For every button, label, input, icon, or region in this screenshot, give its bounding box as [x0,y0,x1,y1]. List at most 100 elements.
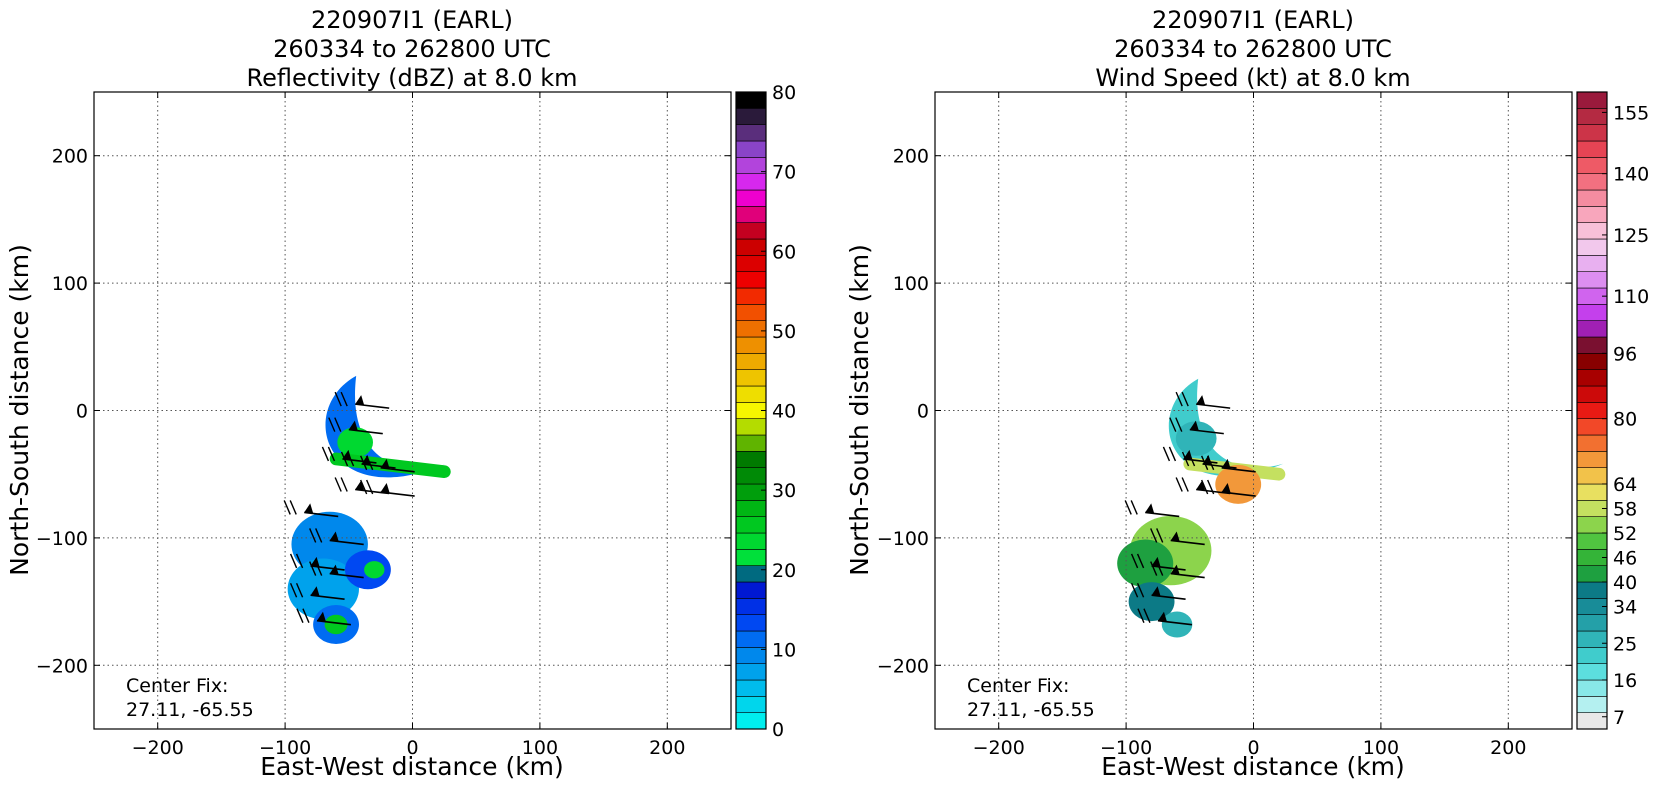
colorbar-segment [735,565,767,583]
colorbar-segment [1576,679,1608,697]
panel-wind-speed: 220907I1 (EARL) 260334 to 262800 UTC Win… [845,6,1649,781]
colorbar-tick-label: 46 [1613,548,1637,570]
wind-barb [1150,561,1205,579]
field-region-7 [1161,611,1193,638]
colorbar-segment [735,483,767,501]
colorbar-tick-label: 20 [772,560,796,582]
wind-barb [1201,455,1256,473]
x-tick-label: −200 [973,737,1025,759]
colorbar-segment [1576,614,1608,632]
colorbar-segment [735,369,767,387]
center-fix-value: 27.11, -65.55 [126,699,254,721]
y-tick-label: 200 [52,146,88,168]
panel-reflectivity: 220907I1 (EARL) 260334 to 262800 UTC Ref… [5,6,796,781]
colorbar-tick-label: 80 [772,82,796,104]
grid-lines [94,92,731,729]
colorbar-tick-label: 34 [1613,597,1637,619]
axis-ticks: −200 −100 0 100 200 −200 −100 0 100 200 [877,92,1572,759]
colorbar-segment [1576,696,1608,713]
colorbar-segment [735,679,767,697]
colorbar-segment [1576,91,1608,109]
wind-barb [1137,608,1193,626]
colorbar-tick-label: 52 [1613,523,1637,545]
wind-speed-field [1117,378,1286,638]
colorbar-segment [735,255,767,272]
wind-barb [328,417,383,435]
colorbar-tick-label: 58 [1613,499,1637,521]
y-tick-label: −100 [36,528,88,550]
colorbar-segment [735,320,767,338]
colorbar-segment [735,206,767,223]
center-fix-value: 27.11, -65.55 [967,699,1095,721]
colorbar-segment [1576,353,1608,370]
grid-lines [935,92,1572,729]
x-axis-label: East-West distance (km) [260,752,564,781]
colorbar-tick-label: 50 [772,321,796,343]
colorbar-segment [735,451,767,468]
colorbar-reflectivity: 0 10 20 30 40 50 60 70 80 [735,82,796,741]
colorbar-segment [735,173,767,191]
chart-title-line-3: Wind Speed (kt) at 8.0 km [1095,64,1410,92]
colorbar-segment [1576,157,1608,174]
colorbar-segment [735,222,767,240]
colorbar-segment [1576,320,1608,338]
x-tick-label: 0 [1247,737,1259,759]
wind-barb [309,561,364,579]
colorbar-segment [735,467,767,485]
colorbar-segment [735,696,767,713]
field-region-5 [1117,539,1174,588]
colorbar-tick-label: 16 [1613,670,1637,692]
axis-ticks: −200 −100 0 100 200 −200 −100 0 100 200 [36,92,731,759]
colorbar-segment [1576,647,1608,664]
x-tick-label: 100 [522,737,558,759]
x-tick-label: 100 [1363,737,1399,759]
y-tick-label: 0 [917,401,929,423]
colorbar-segment [735,581,767,599]
wind-barbs [1124,391,1256,626]
colorbar-tick-label: 125 [1613,225,1649,247]
chart-title-line-2: 260334 to 262800 UTC [273,35,551,63]
x-tick-label: 0 [406,737,418,759]
wind-barb [1150,528,1205,546]
colorbar-segment [1576,434,1608,452]
colorbar-segment [1576,663,1608,681]
wind-barb [1169,417,1224,435]
wind-barb [1130,582,1186,601]
colorbar-segment [735,549,767,566]
colorbar-tick-label: 80 [1613,409,1637,431]
wind-barb [360,479,415,497]
colorbar-segment [1576,222,1608,240]
colorbar-segment [1576,124,1608,142]
y-tick-label: 100 [893,273,929,295]
center-fix-label: Center Fix: [967,675,1069,697]
chart-title-line-1: 220907I1 (EARL) [311,6,513,34]
colorbar-tick-label: 0 [772,719,784,741]
colorbar-segment [735,189,767,207]
y-tick-label: −200 [877,655,929,677]
colorbar-segment [1576,255,1608,272]
colorbar-segment [1576,565,1608,583]
field-region-3 [1215,464,1262,504]
colorbar-segment [1576,467,1608,485]
chart-title-line-3: Reflectivity (dBZ) at 8.0 km [247,64,578,92]
colorbar-tick-label: 10 [772,639,796,661]
colorbar-tick-label: 140 [1613,164,1649,186]
colorbar-segment [735,598,767,615]
colorbar-segment [735,712,767,730]
colorbar-segment [1576,336,1608,354]
colorbar-segment [735,630,767,648]
colorbar-segment [1576,418,1608,436]
colorbar-segment [735,500,767,517]
center-fix-label: Center Fix: [126,675,228,697]
colorbar-tick-label: 30 [772,480,796,502]
colorbar-segment [1576,581,1608,599]
y-tick-label: −100 [877,528,929,550]
colorbar-segment [1576,532,1608,550]
colorbar-segment [735,532,767,550]
wind-barb [283,500,339,518]
wind-barbs [283,391,415,626]
x-tick-label: 200 [1490,737,1526,759]
wind-barb [1201,479,1256,497]
